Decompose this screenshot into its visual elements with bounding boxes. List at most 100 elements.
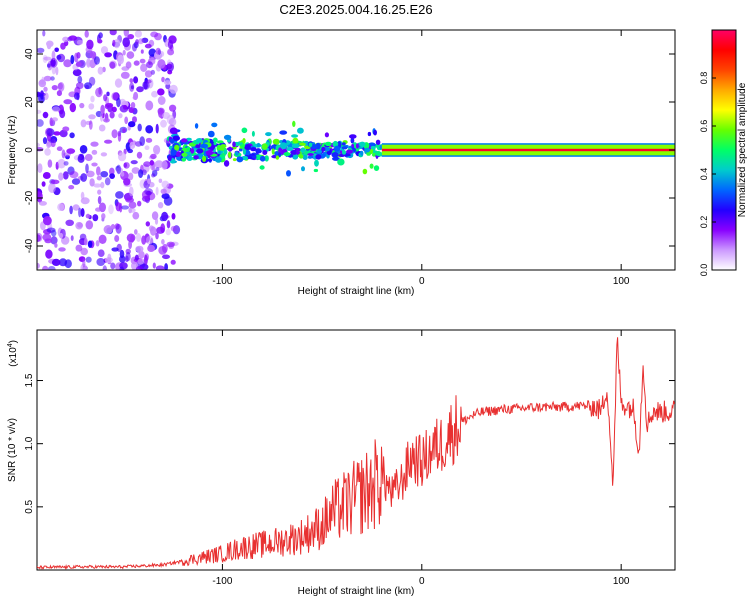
spectrogram-cell bbox=[301, 166, 305, 172]
spectrogram-cell bbox=[118, 113, 123, 119]
spectrogram-cell bbox=[290, 149, 298, 155]
spectrogram-cell bbox=[170, 259, 176, 265]
spectrogram-cell bbox=[166, 241, 175, 248]
spectrogram-cell bbox=[264, 155, 269, 162]
spectrogram-cell bbox=[129, 78, 134, 83]
spectrogram-cell bbox=[200, 143, 209, 149]
spectrogram-cell bbox=[271, 148, 275, 155]
spectrogram-cell bbox=[133, 91, 139, 101]
spectrogram-cell bbox=[85, 163, 89, 174]
spectrogram-cell bbox=[128, 240, 133, 250]
spectrogram-cell bbox=[372, 152, 376, 157]
spectrogram-cell bbox=[55, 66, 59, 76]
spectrogram-cell bbox=[153, 145, 161, 155]
spectrogram-cell bbox=[175, 151, 182, 157]
spectrogram-cell bbox=[332, 156, 340, 161]
spectrogram-cell bbox=[103, 118, 110, 123]
spectrogram-cell bbox=[98, 32, 103, 39]
spectrogram-cell bbox=[96, 166, 101, 176]
spectrogram-cell bbox=[298, 154, 304, 159]
spectrogram-cell bbox=[162, 243, 168, 253]
spectrogram-cell bbox=[92, 214, 99, 222]
spectrogram-cell bbox=[147, 244, 156, 252]
spectrogram-cell bbox=[59, 129, 68, 138]
spectrogram-cell bbox=[133, 60, 140, 66]
colorbar-tick-label: 0.2 bbox=[699, 216, 709, 229]
spectrogram-cell bbox=[316, 149, 323, 154]
spectrogram-cell bbox=[160, 119, 167, 128]
spectrogram-cell bbox=[149, 160, 154, 166]
spectrogram-cell bbox=[43, 56, 52, 61]
snr-scale-exponent: 4 bbox=[7, 343, 14, 347]
spectrogram-cell bbox=[111, 92, 119, 101]
spectrogram-cell bbox=[84, 237, 88, 246]
spectrogram-cell bbox=[181, 138, 188, 143]
spectrogram-cell bbox=[123, 162, 130, 169]
spectrogram-cell bbox=[88, 114, 96, 120]
spectrogram-cell bbox=[136, 86, 144, 93]
spectrogram-cell bbox=[86, 170, 95, 178]
spectrogram-ylabel: Frequency (Hz) bbox=[7, 116, 18, 185]
spectrogram-cell bbox=[274, 151, 279, 156]
spectrogram-cell bbox=[97, 189, 102, 195]
spectrogram-cell bbox=[146, 61, 153, 69]
spectrogram-cell bbox=[155, 123, 159, 134]
spectrogram-cell bbox=[193, 155, 199, 160]
spectrogram-cell bbox=[47, 266, 56, 270]
colorbar-label: Normalized spectral amplitude bbox=[737, 82, 748, 217]
spectrogram-cell bbox=[99, 112, 104, 122]
spectrogram-cell bbox=[111, 247, 119, 252]
spectrogram-cell bbox=[244, 145, 251, 151]
spectrogram-cell bbox=[129, 186, 134, 197]
spectrogram-cell bbox=[89, 178, 95, 187]
spectrogram-cell bbox=[362, 168, 368, 175]
spectrogram-cell bbox=[69, 205, 73, 215]
spectrogram-cell bbox=[114, 235, 120, 242]
spectrogram-cell bbox=[145, 221, 150, 227]
spectrogram-cell bbox=[136, 151, 143, 159]
spectrogram-cell bbox=[84, 153, 93, 162]
spectrogram-cell bbox=[171, 213, 176, 220]
spectrogram-cell bbox=[138, 169, 144, 179]
spectrogram-cell bbox=[375, 139, 381, 145]
snr-y-tick-label: 1.0 bbox=[24, 436, 35, 450]
spectrogram-cell bbox=[85, 213, 91, 219]
spectrogram-cell bbox=[373, 129, 377, 136]
spectrogram-cell bbox=[77, 75, 83, 84]
spectrogram-cell bbox=[37, 119, 44, 127]
spectrogram-cell bbox=[139, 58, 146, 64]
spectrogram-cell bbox=[157, 202, 164, 209]
spectrogram-cell bbox=[150, 153, 157, 160]
spectrogram-cell bbox=[181, 152, 188, 157]
spectrogram-cell bbox=[370, 145, 376, 150]
spectrogram-cell bbox=[49, 57, 58, 68]
spectrogram-cell bbox=[60, 42, 66, 50]
spectrogram-cell bbox=[43, 75, 52, 82]
spectrogram-cell bbox=[286, 146, 294, 151]
spectrogram-cell bbox=[72, 69, 82, 77]
spectrogram-cell bbox=[350, 137, 355, 144]
spectrogram-cell bbox=[297, 127, 304, 134]
spectrogram-cell bbox=[242, 148, 246, 155]
spectrogram-cell bbox=[46, 227, 56, 233]
snr-frame bbox=[36, 329, 676, 571]
spectrogram-cell bbox=[194, 123, 199, 129]
spectrogram-cell bbox=[170, 225, 177, 232]
spectrogram-cell bbox=[112, 39, 116, 47]
spectrogram-cell bbox=[78, 207, 82, 218]
spectrogram-cell bbox=[135, 245, 144, 253]
spectrogram-cell bbox=[52, 106, 61, 112]
spectrogram-cell bbox=[108, 204, 114, 215]
spectrogram-y-tick-label: -40 bbox=[24, 238, 35, 253]
spectrogram-cell bbox=[151, 173, 156, 178]
spectrogram-cell bbox=[117, 54, 124, 65]
spectrogram-cell bbox=[162, 112, 171, 119]
spectrogram-cell bbox=[88, 103, 95, 110]
spectrogram-cell bbox=[138, 38, 144, 45]
spectrogram-cell bbox=[196, 148, 204, 154]
spectrogram-cell bbox=[155, 232, 159, 240]
spectrogram-cell bbox=[50, 76, 55, 81]
spectrogram-cell bbox=[331, 152, 339, 158]
